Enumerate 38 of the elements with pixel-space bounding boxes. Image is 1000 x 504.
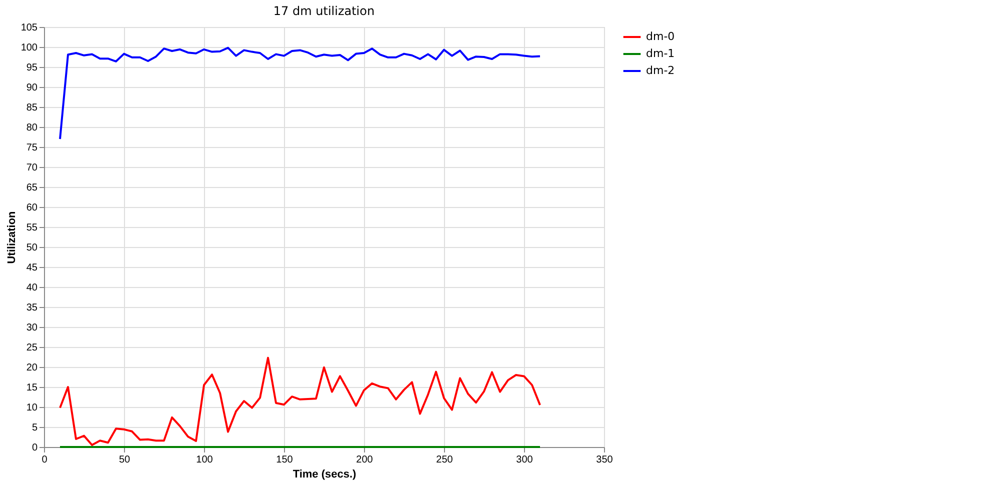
y-tick-label: 20 [26, 362, 38, 374]
legend-label: dm-0 [646, 30, 675, 43]
y-tick-label: 60 [26, 202, 38, 214]
y-tick-label: 30 [26, 322, 38, 334]
x-axis-title: Time (secs.) [292, 468, 357, 480]
y-tick-label: 100 [20, 42, 38, 54]
y-tick-label: 75 [26, 142, 38, 154]
x-tick-label: 350 [596, 454, 614, 466]
line-series [59, 356, 541, 446]
y-tick-label: 15 [26, 382, 38, 394]
x-tick-label: 150 [276, 454, 294, 466]
y-tick-label: 95 [26, 62, 38, 74]
x-tick-label: 200 [356, 454, 374, 466]
y-tick-label: 85 [26, 102, 38, 114]
y-tick-label: 70 [26, 162, 38, 174]
y-tick-label: 80 [26, 122, 38, 134]
x-tick-label: 250 [436, 454, 454, 466]
y-tick-label: 105 [20, 22, 38, 34]
y-tick-label: 55 [26, 222, 38, 234]
y-tick-label: 45 [26, 262, 38, 274]
y-tick-label: 0 [32, 442, 38, 454]
y-tick-label: 5 [32, 422, 38, 434]
x-tick-label: 0 [42, 454, 48, 466]
x-tick-label: 300 [516, 454, 534, 466]
y-tick-label: 90 [26, 82, 38, 94]
chart-title: 17 dm utilization [273, 4, 375, 18]
y-tick-label: 35 [26, 302, 38, 314]
y-axis-title: Utilization [6, 210, 18, 264]
y-tick-label: 65 [26, 182, 38, 194]
x-tick-label: 100 [196, 454, 214, 466]
y-tick-label: 10 [26, 402, 38, 414]
x-tick-label: 50 [118, 454, 130, 466]
line-series [59, 46, 541, 140]
y-tick-label: 25 [26, 342, 38, 354]
legend-label: dm-2 [646, 64, 675, 77]
legend-label: dm-1 [646, 47, 675, 60]
y-tick-label: 40 [26, 282, 38, 294]
y-tick-label: 50 [26, 242, 38, 254]
